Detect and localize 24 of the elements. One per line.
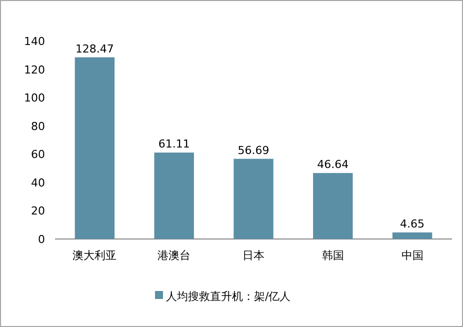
y-tick-label: 20 — [31, 204, 45, 218]
data-label: 4.65 — [400, 217, 425, 230]
x-tick-label: 韩国 — [322, 249, 344, 262]
x-tick-label: 日本 — [242, 249, 264, 262]
x-tick-label: 澳大利亚 — [72, 249, 117, 262]
y-tick-label: 0 — [38, 233, 45, 246]
legend-label: 人均搜救直升机：架/亿人 — [166, 290, 291, 303]
bar — [313, 173, 353, 239]
bar — [74, 57, 115, 239]
data-label: 56.69 — [238, 144, 270, 157]
y-tick-label: 80 — [31, 120, 45, 133]
y-tick-label: 120 — [24, 63, 45, 76]
bar — [234, 158, 274, 239]
bar — [154, 152, 194, 239]
y-tick-label: 60 — [31, 148, 45, 162]
data-label: 46.64 — [317, 158, 349, 172]
data-label: 128.47 — [75, 42, 114, 56]
y-tick-label: 100 — [24, 92, 45, 105]
x-tick-label: 中国 — [401, 249, 424, 262]
y-tick-label: 40 — [31, 176, 45, 190]
y-tick-label: 140 — [24, 35, 45, 48]
bar — [392, 232, 432, 239]
data-label: 61.11 — [158, 138, 190, 151]
x-tick-label: 港澳台 — [158, 249, 191, 262]
